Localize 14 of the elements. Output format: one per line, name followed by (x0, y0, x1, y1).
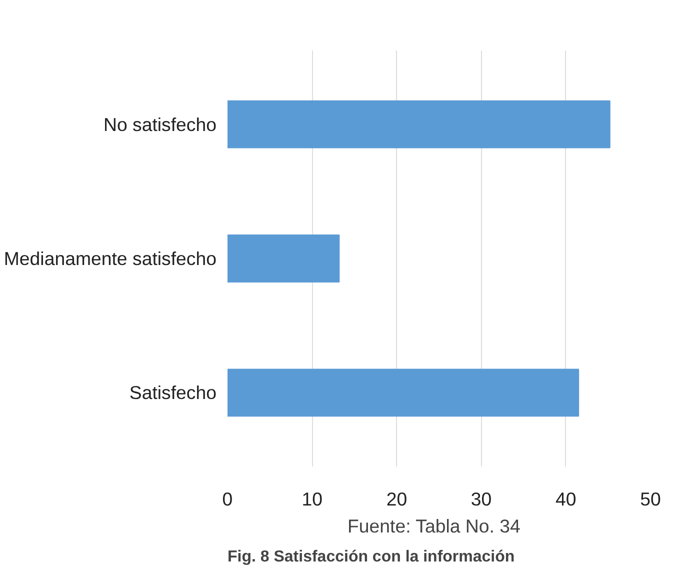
x-tick-label: 30 (470, 488, 492, 510)
x-tick-label: 10 (302, 488, 322, 510)
x-tick-label: 20 (386, 488, 408, 510)
bar (228, 100, 610, 148)
y-tick-label: Satisfecho (129, 382, 217, 404)
x-tick-label: 50 (640, 488, 661, 510)
x-tick-label: 40 (556, 488, 576, 510)
y-tick-label: No satisfecho (103, 114, 216, 135)
bar (228, 368, 580, 417)
y-tick-label: Medianamente satisfecho (4, 248, 217, 269)
bar (228, 234, 340, 282)
source-note: Fuente: Tabla No. 34 (348, 516, 520, 536)
text: Fig. 8 Satisfacción con la información (228, 548, 515, 566)
x-tick-label: 0 (222, 488, 233, 510)
